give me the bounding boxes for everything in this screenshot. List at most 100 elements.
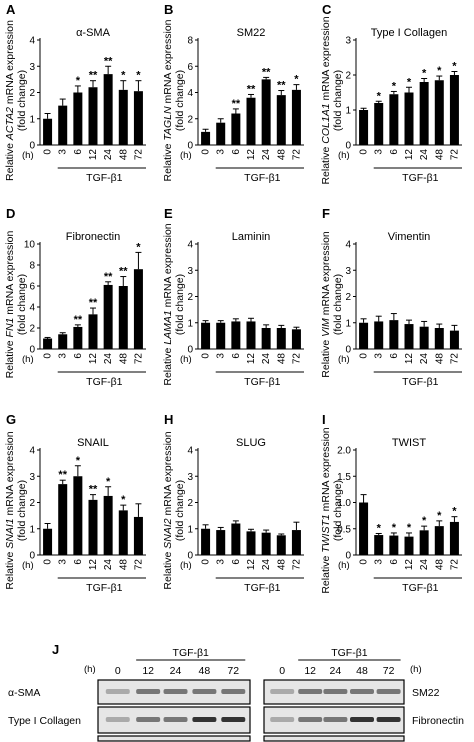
- x-tick-label: 24: [261, 353, 272, 365]
- x-tick-label: 48: [434, 559, 445, 571]
- treatment-label: TGF-β1: [402, 172, 439, 184]
- lane-label: 12: [304, 665, 316, 677]
- hour-unit-label: (h): [84, 664, 96, 675]
- x-tick-label: 24: [103, 353, 114, 365]
- lane-label: 0: [279, 665, 285, 677]
- treatment-label: TGF-β1: [86, 376, 123, 388]
- chart-title: Fibronectin: [66, 231, 120, 243]
- blot-band: [163, 717, 188, 722]
- chart-panel-H: H SLUG Relative SNAI2 mRNA expression (fold…: [162, 412, 304, 594]
- lane-label: 48: [199, 665, 211, 677]
- y-tick-label: 2: [29, 88, 35, 99]
- x-tick-label: 3: [374, 353, 385, 359]
- panel-letter: G: [6, 412, 16, 427]
- lane-label: 72: [383, 665, 395, 677]
- bar: [291, 89, 301, 145]
- significance-mark: *: [407, 76, 412, 88]
- x-tick-label: 12: [88, 353, 99, 365]
- x-tick-label: 0: [359, 149, 370, 155]
- chart-panel-B: B SM22 Relative TAGLN mRNA expression (fold…: [162, 2, 304, 184]
- y-tick-label: 2: [187, 498, 193, 509]
- y-tick-label: 8: [29, 261, 35, 272]
- chart-panel-F: F Vimentin Relative VIM mRNA expression (fo…: [320, 206, 462, 388]
- significance-mark: *: [76, 75, 81, 87]
- x-tick-label: 72: [291, 353, 302, 365]
- x-tick-label: 3: [58, 149, 69, 155]
- y-tick-label: 0: [29, 345, 35, 356]
- hour-unit-label: (h): [22, 560, 34, 571]
- bar: [374, 535, 384, 555]
- y-tick-label: 1: [345, 318, 351, 329]
- x-tick-label: 0: [201, 149, 212, 155]
- x-tick-label: 72: [291, 559, 302, 571]
- significance-mark: *: [392, 522, 397, 534]
- bar: [133, 516, 143, 555]
- bar: [374, 321, 384, 349]
- panel-letter: I: [322, 412, 326, 427]
- y-axis-label: Relative TAGLN mRNA expression: [162, 19, 174, 181]
- bar: [261, 532, 271, 555]
- y-tick-label: 6: [187, 62, 193, 73]
- y-tick-label: 4: [187, 446, 193, 457]
- y-tick-label: 4: [187, 240, 193, 251]
- bar: [43, 118, 53, 145]
- significance-mark: *: [452, 61, 457, 73]
- significance-mark: **: [74, 314, 83, 326]
- x-tick-label: 12: [88, 559, 99, 571]
- x-tick-label: 0: [43, 149, 54, 155]
- chart-panel-E: E Laminin Relative LAMA1 mRNA expression (f…: [162, 206, 304, 388]
- blot-band: [136, 717, 161, 722]
- panel-letter: D: [6, 206, 15, 221]
- y-tick-label: 0: [187, 551, 193, 562]
- bar: [434, 80, 444, 145]
- bar: [118, 510, 128, 555]
- hour-unit-label: (h): [180, 354, 192, 365]
- blot-band: [376, 689, 401, 694]
- x-tick-label: 48: [276, 149, 287, 161]
- x-tick-label: 48: [276, 353, 287, 365]
- treatment-label: TGF-β1: [86, 582, 123, 594]
- y-tick-label: 1: [29, 114, 35, 125]
- significance-mark: **: [89, 70, 98, 82]
- significance-mark: *: [377, 522, 382, 534]
- x-tick-label: 72: [291, 149, 302, 161]
- y-axis-label-line2: (fold change): [174, 274, 186, 335]
- treatment-label: TGF-β1: [244, 582, 281, 594]
- x-tick-label: 72: [449, 559, 460, 571]
- significance-mark: *: [76, 455, 81, 467]
- bar: [246, 97, 256, 145]
- chart-title: Laminin: [232, 231, 271, 243]
- y-axis-label: Relative TWIST1 mRNA expression: [320, 427, 332, 593]
- bar: [261, 328, 271, 349]
- bar: [201, 322, 211, 349]
- x-tick-label: 48: [434, 353, 445, 365]
- chart-panel-C: C Type I Collagen Relative COL1A1 mRNA exp…: [320, 2, 462, 185]
- bar: [88, 314, 98, 349]
- x-tick-label: 12: [404, 149, 415, 161]
- significance-mark: *: [377, 90, 382, 102]
- bar: [374, 103, 384, 145]
- chart-title: TWIST: [392, 437, 426, 449]
- y-axis-label: Relative SNAI2 mRNA expression: [162, 431, 174, 589]
- significance-mark: **: [104, 271, 113, 283]
- blot-band: [323, 689, 348, 694]
- y-axis-label: Relative COL1A1 mRNA expression: [320, 16, 332, 184]
- y-axis-label: Relative SNAI1 mRNA expression: [4, 431, 16, 589]
- blot-band: [192, 717, 217, 722]
- panel-letter: H: [164, 412, 173, 427]
- x-tick-label: 0: [43, 559, 54, 565]
- y-axis-label-line2: (fold change): [16, 274, 28, 335]
- blot-band: [376, 717, 401, 722]
- treatment-label: TGF-β1: [331, 647, 368, 659]
- bar: [103, 74, 113, 145]
- panel-letter: E: [164, 206, 173, 221]
- blot-band: [270, 717, 295, 722]
- x-tick-label: 3: [58, 559, 69, 565]
- x-tick-label: 12: [404, 559, 415, 571]
- hour-unit-label: (h): [338, 560, 350, 571]
- band-label: SM22: [412, 687, 440, 699]
- x-tick-label: 72: [449, 149, 460, 161]
- y-tick-label: 1: [345, 106, 351, 117]
- x-tick-label: 12: [404, 353, 415, 365]
